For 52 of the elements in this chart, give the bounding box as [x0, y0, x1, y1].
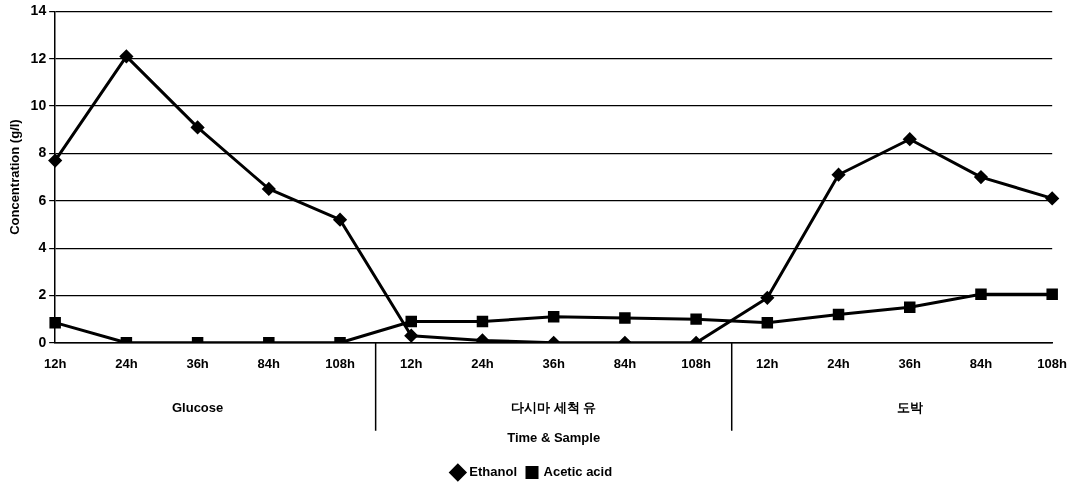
point	[619, 312, 631, 324]
point	[760, 291, 774, 305]
point	[404, 329, 418, 343]
y-tick-label: 12	[30, 49, 47, 66]
legend-label: Acetic acid	[543, 464, 613, 480]
y-tick-label: 4	[38, 238, 47, 255]
point	[904, 301, 916, 314]
x-tick-label: 12h	[43, 356, 67, 372]
text: 다시마 세척 유	[511, 400, 597, 416]
point	[547, 311, 560, 323]
text: Glucose	[171, 400, 224, 416]
legend-label: Ethanol	[469, 464, 518, 480]
y-tick-label: 14	[30, 2, 47, 19]
x-tick-label: 24h	[115, 356, 138, 372]
y-tick-label: 10	[30, 96, 47, 113]
x-axis-title: Time & Sample	[507, 429, 601, 445]
point	[476, 315, 489, 328]
point	[49, 316, 61, 329]
point	[333, 213, 347, 227]
point	[832, 168, 846, 182]
point	[119, 49, 133, 63]
x-tick-label: 24h	[471, 356, 494, 372]
x-tick-label: 108h	[325, 356, 355, 372]
point	[975, 288, 987, 301]
point	[405, 315, 417, 328]
y-tick-label: 6	[38, 191, 47, 208]
point	[48, 154, 62, 168]
text: 도박	[896, 400, 923, 416]
point	[1045, 191, 1059, 205]
point	[1046, 288, 1058, 301]
x-tick-label: 12h	[400, 356, 423, 372]
point	[761, 316, 774, 329]
x-tick-label: 36h	[542, 356, 565, 372]
x-tick-label: 12h	[756, 356, 779, 372]
point	[974, 170, 988, 184]
x-tick-label: 24h	[827, 356, 850, 372]
x-tick-label: 36h	[898, 356, 922, 372]
x-tick-label: 84h	[613, 356, 637, 372]
x-tick-label: 84h	[257, 356, 281, 372]
x-tick-label: 108h	[681, 356, 711, 372]
x-tick-label: 36h	[186, 356, 209, 372]
y-tick-label: 2	[38, 286, 47, 303]
y-tick-label: 8	[38, 144, 47, 161]
y-axis-title: Concentration (g/l)	[7, 119, 23, 235]
y-tick-label: 0	[38, 333, 47, 350]
point	[903, 132, 917, 146]
x-tick-label: 84h	[969, 356, 993, 372]
point	[191, 120, 205, 134]
x-tick-label: 108h	[1037, 356, 1068, 372]
point	[690, 313, 702, 325]
point	[832, 308, 845, 321]
point	[262, 182, 276, 196]
